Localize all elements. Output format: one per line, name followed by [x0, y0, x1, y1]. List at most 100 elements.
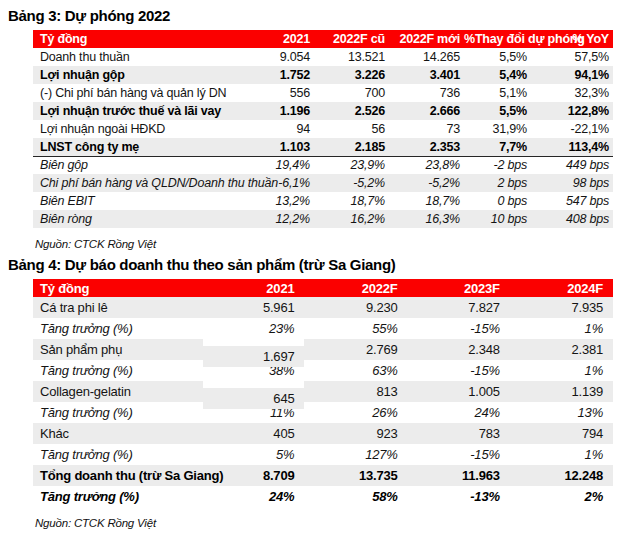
table-row: Doanh thu thuần9.05413.52114.2655,5%57,5…	[33, 48, 613, 66]
table-row: Tăng trưởng (%)23%55%-15%1%	[33, 318, 613, 339]
cell-value: 5.961	[203, 297, 304, 318]
cell-value: -2 bps	[464, 156, 558, 174]
table4-title: Bảng 4: Dự báo doanh thu theo sản phẩm (…	[8, 256, 640, 273]
row-label: Sản phẩm phụ	[33, 339, 203, 360]
cell-value: 3.226	[314, 66, 389, 84]
table4-body: Cá tra phi lê5.9619.2307.8277.935Tăng tr…	[33, 297, 613, 507]
cell-value: 23%	[203, 318, 304, 339]
table3-body: Doanh thu thuần9.05413.52114.2655,5%57,5…	[33, 48, 613, 228]
column-header: 2023F	[408, 279, 510, 297]
table-row: (-) Chi phí bán hàng và quản lý DN556700…	[33, 84, 613, 102]
table-row: Khác405923783794	[33, 423, 613, 444]
column-header: 2022F cũ	[314, 30, 389, 48]
cell-value: 5,4%	[464, 66, 558, 84]
table-row: LNST công ty mẹ1.1032.1852.3537,7%113,4%	[33, 138, 613, 156]
cell-value: 16,3%	[389, 210, 464, 228]
cell-value: 1%	[510, 444, 613, 465]
cell-value: 1.005	[408, 381, 510, 402]
row-label: Tăng trưởng (%)	[33, 444, 203, 465]
table3-header-row: Tỷ đồng 20212022F cũ2022F mới%Thay đổi d…	[33, 30, 613, 48]
table4-source-note: Nguồn: CTCK Rồng Việt	[35, 517, 640, 529]
cell-value: 13.521	[314, 48, 389, 66]
table-row: Lợi nhuận trước thuế và lãi vay1.1962.52…	[33, 102, 613, 120]
cell-value: 26%	[304, 402, 407, 423]
cell-value: 2.353	[389, 138, 464, 156]
cell-value: 2.185	[314, 138, 389, 156]
cell-value: 23,9%	[314, 156, 389, 174]
table-row: Sản phẩm phụ1.6972.7692.3482.381	[33, 339, 613, 360]
cell-value: -13%	[408, 486, 510, 507]
table3-source-note: Nguồn: CTCK Rồng Việt	[35, 238, 640, 250]
table4-unit-header: Tỷ đồng	[33, 279, 203, 297]
table-row: Tăng trưởng (%)5%127%-15%1%	[33, 444, 613, 465]
row-label: Lợi nhuận trước thuế và lãi vay	[33, 102, 233, 120]
table-row: Lợi nhuận gộp1.7523.2263.4015,4%94,1%	[33, 66, 613, 84]
cell-value: 405	[203, 423, 304, 444]
cell-value: 94	[233, 120, 314, 138]
column-header: 2022F	[304, 279, 407, 297]
cell-value: 2%	[510, 486, 613, 507]
cell-value: 113,4%	[558, 138, 613, 156]
cell-value: 3.401	[389, 66, 464, 84]
row-label: Tăng trưởng (%)	[33, 318, 203, 339]
cell-value: 32,3%	[558, 84, 613, 102]
cell-value: 63%	[304, 360, 407, 381]
column-header: %Thay đổi dự phóng	[464, 30, 558, 48]
cell-value: 2.769	[304, 339, 407, 360]
cell-value: 2 bps	[464, 174, 558, 192]
cell-value: 5,5%	[464, 102, 558, 120]
table-row: Biên ròng12,2%16,2%16,3%10 bps408 bps	[33, 210, 613, 228]
table-row: Tăng trưởng (%)11%26%24%13%	[33, 402, 613, 423]
cell-value: 9.054	[233, 48, 314, 66]
cell-value: 5,5%	[464, 48, 558, 66]
cell-value: 923	[304, 423, 407, 444]
row-label: Lợi nhuận gộp	[33, 66, 233, 84]
cell-value: 13%	[510, 402, 613, 423]
cell-value: -5,2%	[389, 174, 464, 192]
cell-value: 12.248	[510, 465, 613, 486]
cell-value: 645	[203, 388, 304, 409]
cell-value: 5%	[203, 444, 304, 465]
cell-value: 1.196	[233, 102, 314, 120]
cell-value: -15%	[408, 444, 510, 465]
table3: Tỷ đồng 20212022F cũ2022F mới%Thay đổi d…	[33, 30, 613, 228]
cell-value: 2.526	[314, 102, 389, 120]
cell-value: 57,5%	[558, 48, 613, 66]
report-page: Bảng 3: Dự phóng 2022 Tỷ đồng 20212022F …	[0, 7, 640, 529]
cell-value: 7.827	[408, 297, 510, 318]
cell-value: 700	[314, 84, 389, 102]
row-label: Lợi nhuận ngoài HĐKD	[33, 120, 233, 138]
cell-value: 7.935	[510, 297, 613, 318]
row-label: Cá tra phi lê	[33, 297, 203, 318]
row-label: Biên gộp	[33, 156, 233, 174]
cell-value: 1%	[510, 318, 613, 339]
cell-value: 16,2%	[314, 210, 389, 228]
cell-value: 1.103	[233, 138, 314, 156]
cell-value: 11.963	[408, 465, 510, 486]
cell-value: 783	[408, 423, 510, 444]
column-header: 2022F mới	[389, 30, 464, 48]
table-row: Lợi nhuận ngoài HĐKD94567331,9%-22,1%	[33, 120, 613, 138]
column-header: 2021	[203, 279, 304, 297]
cell-value: 1.697	[203, 346, 304, 367]
cell-value: 408 bps	[558, 210, 613, 228]
cell-value: 24%	[408, 402, 510, 423]
table4-section: Bảng 4: Dự báo doanh thu theo sản phẩm (…	[0, 256, 640, 529]
cell-value: 55%	[304, 318, 407, 339]
cell-value: 18,7%	[389, 192, 464, 210]
row-label: Biên EBIT	[33, 192, 233, 210]
cell-value: 23,8%	[389, 156, 464, 174]
cell-value: -15%	[408, 360, 510, 381]
cell-value: 2.381	[510, 339, 613, 360]
row-label: Khác	[33, 423, 203, 444]
cell-value: 127%	[304, 444, 407, 465]
column-header: 2024F	[510, 279, 613, 297]
cell-value: 2.348	[408, 339, 510, 360]
cell-value: 13.735	[304, 465, 407, 486]
cell-value: 7,7%	[464, 138, 558, 156]
cell-value: 122,8%	[558, 102, 613, 120]
table3-title: Bảng 3: Dự phóng 2022	[8, 7, 640, 24]
cell-value: 18,7%	[314, 192, 389, 210]
cell-value: 736	[389, 84, 464, 102]
cell-value: 56	[314, 120, 389, 138]
